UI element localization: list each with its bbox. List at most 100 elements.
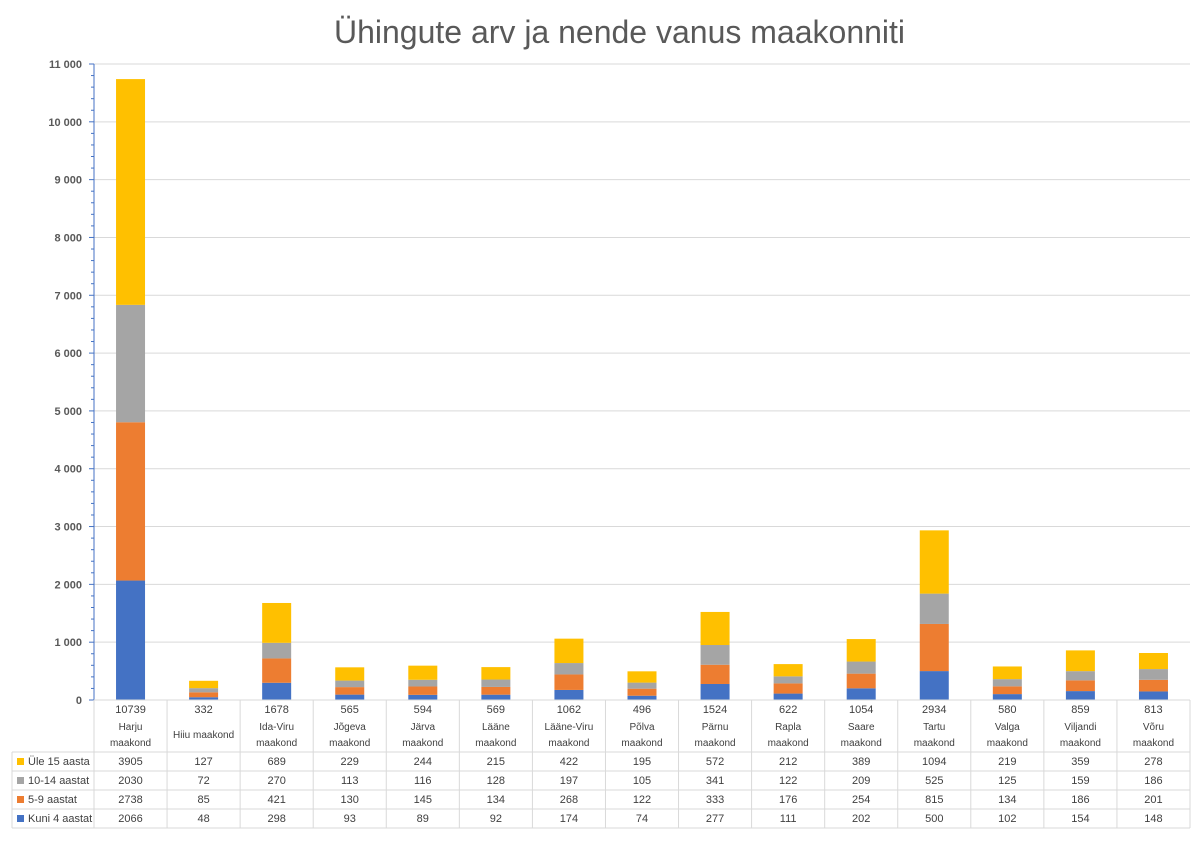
bar-segment: [1138, 691, 1168, 700]
category-label: Saare: [848, 722, 875, 733]
table-cell: 128: [487, 775, 505, 787]
y-tick-label: 4 000: [54, 464, 82, 476]
table-cell: 93: [344, 813, 356, 825]
table-cell: 202: [852, 813, 870, 825]
table-cell: 127: [194, 756, 212, 768]
bar-segment: [262, 658, 292, 683]
category-label: Pärnu: [702, 722, 729, 733]
y-tick-label: 0: [76, 695, 82, 707]
y-tick-label: 9 000: [54, 175, 82, 187]
legend-key: [17, 796, 24, 803]
bar-segment: [700, 645, 730, 665]
bar-segment: [627, 688, 657, 696]
total-label: 859: [1071, 704, 1089, 716]
bar-segment: [773, 693, 803, 700]
total-label: 1524: [703, 704, 727, 716]
table-cell: 186: [1144, 775, 1162, 787]
bar-segment: [481, 667, 511, 680]
table-cell: 195: [633, 756, 651, 768]
bar-segment: [408, 694, 438, 700]
category-label: Järva: [411, 722, 436, 733]
legend-label: Kuni 4 aastat: [28, 813, 92, 825]
y-tick-label: 2 000: [54, 579, 82, 591]
table-cell: 130: [341, 794, 359, 806]
table-cell: 201: [1144, 794, 1162, 806]
table-cell: 277: [706, 813, 724, 825]
table-cell: 298: [267, 813, 285, 825]
legend-key: [17, 777, 24, 784]
bar-segment: [773, 664, 803, 677]
category-label: maakond: [694, 738, 735, 749]
bar-segment: [627, 682, 657, 689]
table-cell: 389: [852, 756, 870, 768]
table-cell: 134: [487, 794, 505, 806]
y-tick-label: 10 000: [48, 117, 82, 129]
bar-segment: [919, 671, 949, 700]
bar-segment: [554, 638, 584, 664]
bar-segment: [627, 695, 657, 700]
legend-label: Üle 15 aasta: [28, 756, 91, 768]
table-cell: 89: [417, 813, 429, 825]
table-cell: 145: [414, 794, 432, 806]
bar-segment: [700, 611, 730, 646]
bar-segment: [554, 663, 584, 675]
total-label: 496: [633, 704, 651, 716]
table-cell: 244: [414, 756, 432, 768]
category-label: maakond: [329, 738, 370, 749]
y-tick-label: 1 000: [54, 637, 82, 649]
bar-segment: [1138, 679, 1168, 692]
bar-segment: [1065, 671, 1095, 681]
category-label: Viljandi: [1064, 722, 1096, 733]
y-tick-label: 11 000: [49, 59, 82, 71]
bar-segment: [919, 623, 949, 672]
table-cell: 176: [779, 794, 797, 806]
table-cell: 159: [1071, 775, 1089, 787]
category-label: Rapla: [775, 722, 802, 733]
category-label: maakond: [768, 738, 809, 749]
bar-segment: [992, 679, 1022, 687]
category-label: maakond: [256, 738, 297, 749]
table-cell: 85: [197, 794, 209, 806]
bar-segment: [919, 593, 949, 624]
category-label: Jõgeva: [334, 722, 367, 733]
table-cell: 2738: [118, 794, 142, 806]
table-cell: 525: [925, 775, 943, 787]
bar-segment: [189, 688, 219, 693]
table-cell: 333: [706, 794, 724, 806]
y-tick-label: 8 000: [54, 232, 82, 244]
table-cell: 209: [852, 775, 870, 787]
total-label: 332: [194, 704, 212, 716]
bar-segment: [408, 679, 438, 687]
bar-segment: [481, 694, 511, 700]
table-cell: 572: [706, 756, 724, 768]
legend-key: [17, 815, 24, 822]
category-label: maakond: [1060, 738, 1101, 749]
total-label: 565: [341, 704, 359, 716]
bar-segment: [408, 686, 438, 695]
table-cell: 48: [197, 813, 209, 825]
table-cell: 111: [780, 813, 797, 825]
category-label: Lääne: [482, 722, 510, 733]
table-cell: 186: [1071, 794, 1089, 806]
bar-segment: [189, 680, 219, 689]
table-cell: 229: [341, 756, 359, 768]
category-label: maakond: [987, 738, 1028, 749]
category-label: Hiiu maakond: [173, 730, 234, 741]
table-cell: 422: [560, 756, 578, 768]
table-cell: 116: [414, 775, 432, 787]
bar-segment: [554, 674, 584, 690]
table-cell: 689: [267, 756, 285, 768]
category-label: maakond: [110, 738, 151, 749]
table-cell: 341: [706, 775, 724, 787]
total-label: 2934: [922, 704, 946, 716]
table-cell: 125: [998, 775, 1016, 787]
table-cell: 268: [560, 794, 578, 806]
table-cell: 154: [1071, 813, 1089, 825]
bar-segment: [116, 79, 146, 305]
bar-segment: [1065, 680, 1095, 692]
bar-segment: [262, 682, 292, 700]
total-label: 813: [1144, 704, 1162, 716]
category-label: Ida-Viru: [259, 722, 294, 733]
table-cell: 270: [267, 775, 285, 787]
y-tick-label: 6 000: [54, 348, 82, 360]
